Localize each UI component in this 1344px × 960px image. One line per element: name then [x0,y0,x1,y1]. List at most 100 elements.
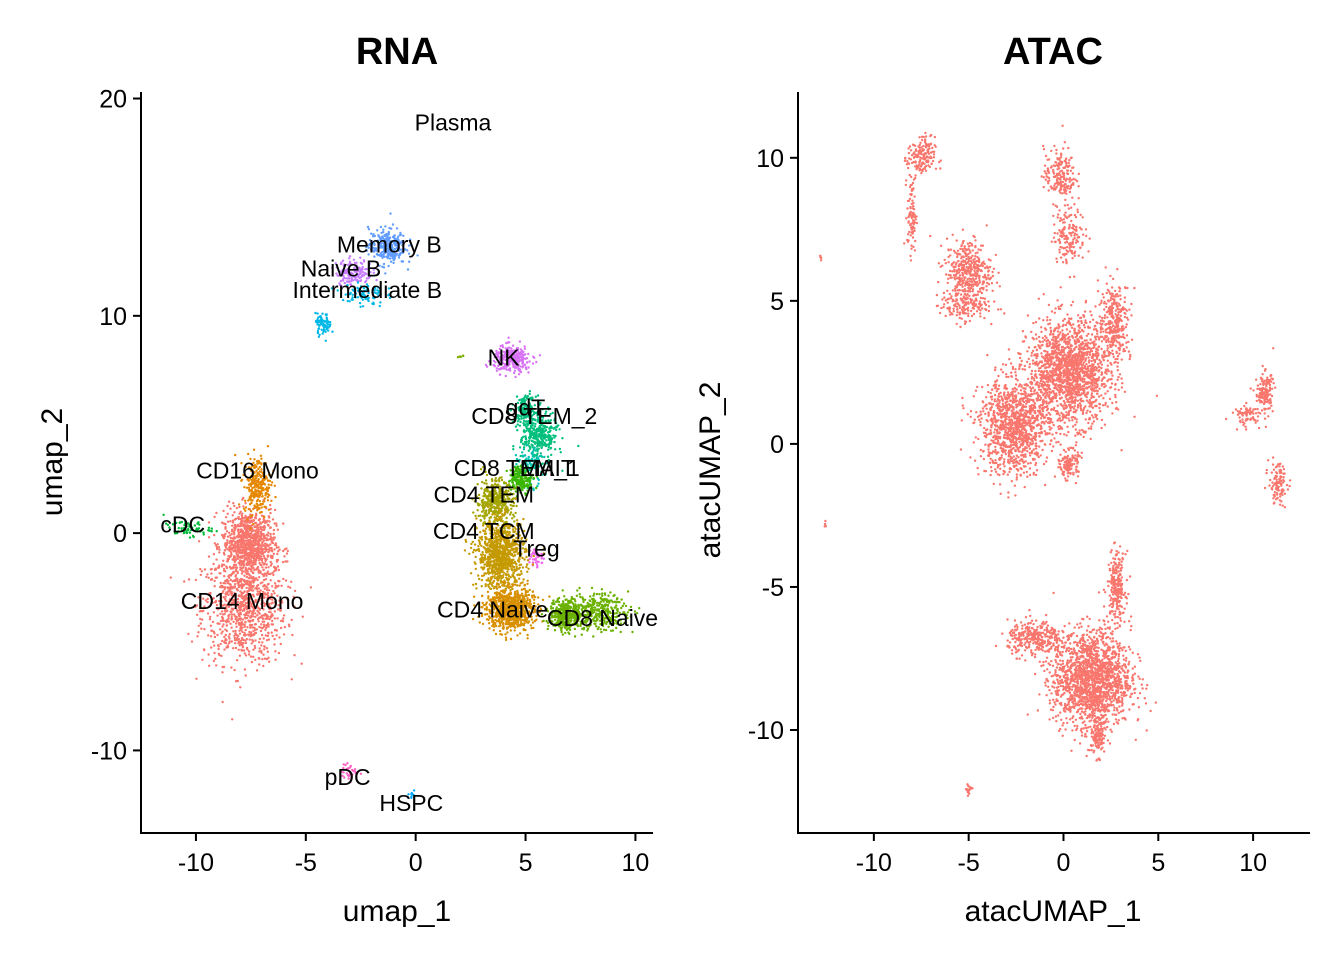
data-point [230,666,233,669]
data-point [522,578,525,581]
data-point [252,545,255,548]
data-point [263,657,267,660]
data-point [234,642,237,645]
data-point [234,632,237,635]
data-point [218,564,221,567]
data-point [255,669,259,672]
rna-points [162,212,641,799]
data-point [224,527,227,530]
data-point [328,320,332,324]
data-point [218,599,221,603]
data-point [282,633,286,636]
data-point [225,578,229,581]
data-point [275,634,278,637]
data-point [535,448,538,452]
data-point [232,571,235,574]
data-point [488,509,491,512]
data-point [236,619,240,622]
data-point [559,451,562,454]
data-point [275,560,279,563]
data-point [244,525,247,528]
data-point [272,532,275,536]
data-point [251,593,255,596]
data-point [509,513,512,516]
data-point [221,617,224,620]
data-point [367,228,371,231]
data-point [276,552,279,556]
data-point [261,495,264,498]
data-point [471,551,475,554]
data-point [234,575,237,578]
data-point [256,509,259,512]
data-point [233,668,236,672]
data-point [264,613,267,617]
data-point [222,623,225,626]
data-point [504,374,507,378]
data-point [208,618,212,621]
data-point [273,522,276,525]
data-point [547,448,550,451]
data-point [236,571,239,575]
data-point [264,492,267,495]
data-point [531,432,534,436]
data-point [222,590,225,593]
data-point [248,587,251,590]
data-point [254,563,257,566]
data-point [265,647,269,650]
data-point [232,558,235,561]
data-point [274,495,277,499]
data-point [234,569,237,573]
data-point [246,518,249,521]
data-point [318,333,321,336]
data-point [206,573,209,576]
data-point [199,567,202,571]
data-point [236,589,239,592]
data-point [232,630,235,633]
data-point [499,550,502,554]
data-point [539,437,543,440]
data-point [258,511,262,514]
data-point [538,354,542,357]
data-point [244,606,247,609]
data-point [249,582,252,585]
data-point [237,581,241,584]
data-point [234,615,237,618]
data-point [258,607,261,610]
data-point [243,520,247,523]
data-point [273,637,276,641]
data-point [229,578,232,582]
data-point [257,620,260,623]
data-point [224,522,227,526]
data-point [223,549,227,552]
data-point [260,506,263,509]
data-point [218,551,221,554]
data-point [233,544,236,548]
data-point [250,540,253,544]
data-point [273,548,276,551]
data-point [227,605,231,608]
data-point [285,552,289,555]
data-point [221,619,224,622]
data-point [257,587,261,590]
data-point [232,607,235,610]
data-point [221,604,225,607]
data-point [235,622,238,625]
data-point [268,516,271,519]
data-point [480,558,483,561]
data-point [199,622,202,625]
data-point [224,641,228,645]
data-point [277,579,280,583]
data-point [395,227,399,230]
data-point [270,631,273,634]
data-point [237,555,240,558]
data-point [242,523,246,526]
data-point [234,453,237,457]
data-point [256,614,259,617]
data-point [222,596,225,599]
data-point [314,311,317,315]
data-point [209,568,212,571]
data-point [236,543,239,546]
data-point [249,574,252,577]
data-point [258,486,261,490]
